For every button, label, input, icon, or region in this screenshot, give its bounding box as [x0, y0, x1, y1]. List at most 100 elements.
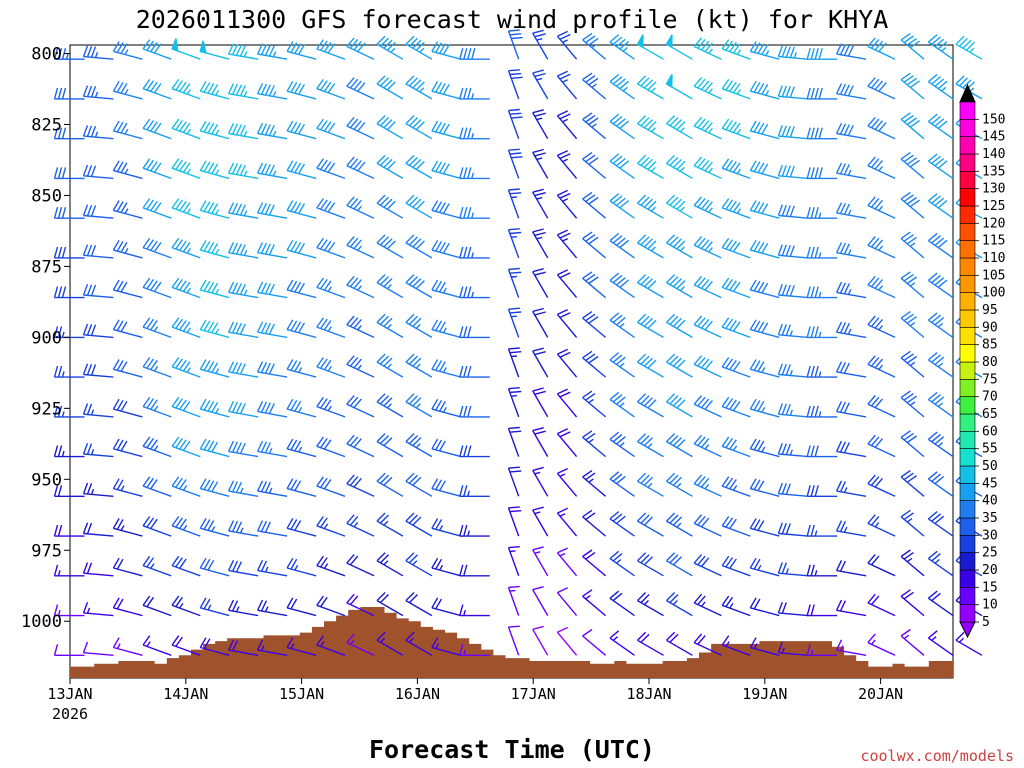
wind-barb: [112, 359, 143, 378]
wind-barb: [637, 552, 664, 577]
wind-barb: [316, 317, 346, 339]
wind-barb: [316, 595, 346, 617]
wind-barb: [867, 37, 896, 60]
wind-barb: [286, 478, 317, 497]
wind-barb: [749, 637, 780, 656]
wind-barb: [227, 162, 259, 180]
wind-barb: [316, 436, 346, 458]
wind-barb: [637, 313, 664, 339]
y-tick-label: 850: [31, 186, 62, 206]
wind-barb: [82, 164, 114, 180]
wind-barb: [609, 232, 635, 259]
wind-barb: [777, 204, 809, 219]
wind-barb: [112, 637, 143, 656]
wind-barb: [693, 236, 722, 259]
wind-barb: [693, 116, 722, 140]
wind-barb: [806, 87, 838, 100]
wind-barb: [609, 73, 635, 100]
wind-barb: [927, 590, 954, 617]
wind-barb: [405, 234, 433, 259]
wind-barb: [835, 639, 867, 656]
wind-barb: [376, 393, 404, 418]
wind-barb: [256, 639, 288, 656]
wind-barb: [867, 514, 896, 537]
wind-barb: [777, 85, 809, 100]
colorbar-label: 30: [982, 528, 998, 543]
wind-barb: [666, 433, 693, 458]
wind-barb: [82, 443, 114, 458]
wind-barb: [199, 120, 230, 140]
wind-barb: [582, 72, 607, 100]
wind-barb: [316, 476, 346, 497]
wind-barb: [82, 403, 114, 418]
wind-barb: [376, 353, 404, 378]
wind-barb: [637, 115, 664, 140]
wind-barb: [637, 393, 664, 418]
wind-barb: [171, 317, 201, 339]
wind-barb: [721, 277, 751, 299]
wind-barb: [777, 482, 809, 497]
wind-barb: [112, 398, 143, 418]
wind-barb: [665, 34, 693, 60]
colorbar-cell: [959, 517, 976, 536]
colorbar-cell: [959, 465, 976, 484]
wind-barb: [142, 158, 172, 180]
wind-barb: [693, 315, 722, 339]
wind-barb: [721, 158, 751, 180]
wind-barb: [431, 359, 461, 378]
wind-barb: [112, 438, 143, 458]
wind-barb: [171, 198, 201, 219]
wind-barb: [927, 232, 954, 259]
wind-barb: [199, 398, 230, 418]
wind-barb: [316, 78, 346, 100]
wind-barb: [112, 239, 143, 259]
wind-barb: [142, 237, 172, 259]
wind-barb: [927, 193, 954, 219]
wind-barb: [532, 427, 549, 457]
wind-barb: [227, 440, 259, 458]
wind-barb: [431, 637, 461, 656]
wind-barb: [286, 160, 317, 180]
wind-barb: [507, 307, 522, 338]
wind-barb: [376, 75, 404, 100]
wind-barb: [346, 315, 375, 339]
wind-barb: [806, 445, 838, 458]
wind-barb: [199, 279, 230, 299]
wind-barb: [256, 43, 288, 60]
wind-barb: [459, 365, 490, 378]
wind-barb: [459, 524, 490, 537]
wind-barb: [405, 592, 433, 617]
colorbar-cell: [959, 223, 976, 241]
wind-barb: [609, 550, 635, 577]
wind-barb: [666, 552, 693, 577]
wind-barb: [556, 467, 578, 497]
wind-barb: [171, 237, 201, 259]
wind-barb: [582, 628, 607, 656]
wind-barb: [171, 78, 201, 100]
wind-barb: [721, 476, 751, 497]
wind-barb: [532, 228, 549, 259]
wind-barb: [927, 391, 954, 418]
colorbar-label: 130: [982, 182, 1005, 197]
colorbar-cell: [959, 274, 976, 293]
wind-barb: [749, 478, 780, 497]
wind-barb: [666, 274, 693, 299]
wind-barb: [609, 193, 635, 219]
wind-barb: [346, 275, 375, 299]
wind-barb: [777, 363, 809, 378]
wind-barb: [927, 471, 954, 497]
wind-barb: [556, 189, 578, 219]
colorbar-cell: [959, 309, 976, 328]
wind-barb: [532, 546, 549, 577]
wind-barb: [507, 585, 520, 616]
wind-barb: [199, 557, 230, 577]
wind-barb: [431, 478, 461, 497]
wind-barb: [142, 635, 172, 656]
wind-barb: [721, 198, 751, 219]
wind-barb: [316, 237, 346, 259]
wind-barb: [286, 120, 317, 140]
wind-barb: [749, 557, 780, 577]
colorbar-cell: [959, 482, 976, 501]
wind-barb: [142, 357, 172, 378]
